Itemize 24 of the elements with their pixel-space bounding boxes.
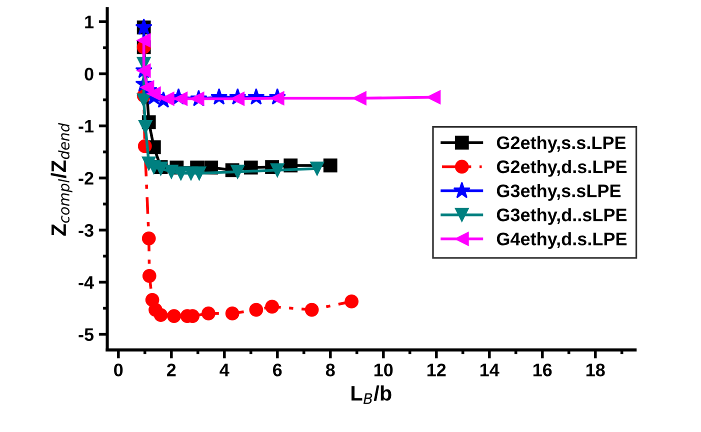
x-tick-label: 8 <box>326 364 335 376</box>
legend-label: G4ethy,d.s.LPE <box>496 232 627 249</box>
x-tick-label: 10 <box>374 364 393 376</box>
legend-label: G2ethy,d.s.LPE <box>496 160 627 177</box>
x-tick-label: 4 <box>220 364 230 376</box>
legend-label: G3ethy,s.sLPE <box>496 184 621 201</box>
x-tick-label: 12 <box>427 364 446 376</box>
legend-label: G2ethy,s.s.LPE <box>496 136 626 153</box>
x-axis-title: L$_{B}$/b <box>352 385 392 404</box>
y-tick-label: 1 <box>85 16 94 28</box>
x-tick-label: 0 <box>114 364 123 376</box>
x-tick-label: 18 <box>586 364 605 376</box>
x-tick-label: 14 <box>480 364 500 376</box>
y-tick-label: -1 <box>78 120 94 132</box>
y-tick-label: -5 <box>78 328 94 342</box>
y-tick-label: -3 <box>78 224 94 237</box>
x-tick-label: 6 <box>273 364 282 376</box>
x-tick-label: 2 <box>166 364 176 376</box>
y-tick-label: -4 <box>78 276 94 289</box>
y-tick-label: -2 <box>78 172 94 185</box>
x-tick-label: 16 <box>533 364 552 376</box>
legend-label: G3ethy,d..sLPE <box>496 208 627 225</box>
y-tick-label: 0 <box>84 68 94 80</box>
y-axis-title: Z$_{compl}$/Z$_{dend}$ <box>50 122 72 236</box>
